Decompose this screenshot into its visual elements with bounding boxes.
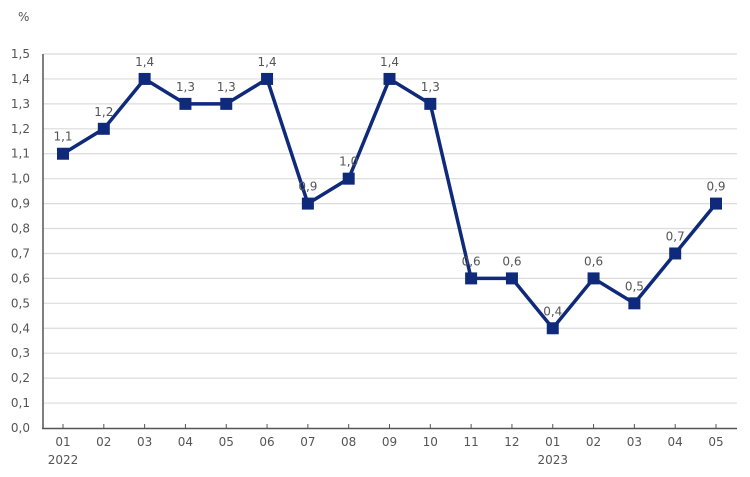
data-label: 1,3 — [176, 80, 195, 94]
y-tick-label: 0,3 — [11, 346, 30, 360]
x-tick-label: 04 — [668, 435, 683, 449]
y-tick-label: 0,8 — [11, 222, 30, 236]
y-tick-label: 0,1 — [11, 396, 30, 410]
data-point-marker — [261, 72, 274, 85]
data-label: 0,5 — [625, 279, 644, 293]
x-tick-label: 10 — [423, 435, 438, 449]
data-point-marker — [505, 272, 518, 285]
y-tick-label: 0,4 — [11, 321, 30, 335]
data-label: 1,3 — [217, 80, 236, 94]
y-tick-label: 1,5 — [11, 47, 30, 61]
data-point-marker — [383, 72, 396, 85]
y-axis-unit-label: % — [18, 10, 29, 24]
data-point-marker — [138, 72, 151, 85]
y-tick-label: 0,0 — [11, 421, 30, 435]
data-point-marker — [97, 122, 110, 135]
data-label: 0,6 — [502, 254, 521, 268]
x-tick-label: 02 — [586, 435, 601, 449]
x-tick-label: 09 — [382, 435, 397, 449]
x-tick-label: 08 — [341, 435, 356, 449]
data-point-marker — [628, 297, 641, 310]
data-label: 0,6 — [584, 254, 603, 268]
data-label: 0,9 — [706, 180, 725, 194]
x-tick-label: 12 — [504, 435, 519, 449]
x-tick-label: 06 — [259, 435, 274, 449]
y-tick-label: 1,3 — [11, 97, 30, 111]
y-tick-label: 0,5 — [11, 296, 30, 310]
data-label: 1,0 — [339, 155, 358, 169]
year-label: 2023 — [537, 453, 568, 467]
y-tick-label: 1,0 — [11, 172, 30, 186]
data-point-marker — [546, 322, 559, 335]
y-tick-label: 1,4 — [11, 72, 30, 86]
data-label: 0,6 — [462, 254, 481, 268]
x-tick-label: 05 — [219, 435, 234, 449]
data-label: 1,4 — [135, 55, 154, 69]
data-label: 1,3 — [421, 80, 440, 94]
y-tick-label: 0,6 — [11, 271, 30, 285]
data-point-marker — [710, 197, 722, 210]
y-tick-label: 0,7 — [11, 246, 30, 260]
data-label: 1,2 — [94, 105, 113, 119]
x-tick-label: 02 — [96, 435, 111, 449]
x-tick-label: 11 — [463, 435, 478, 449]
data-point-marker — [424, 97, 437, 110]
data-point-marker — [587, 272, 600, 285]
year-label: 2022 — [48, 453, 79, 467]
x-tick-label: 04 — [178, 435, 193, 449]
data-point-marker — [669, 247, 682, 260]
data-label: 0,4 — [543, 304, 562, 318]
data-label: 0,7 — [666, 229, 685, 243]
data-label: 0,9 — [298, 180, 317, 194]
x-tick-label: 03 — [627, 435, 642, 449]
data-point-marker — [301, 197, 314, 210]
data-point-marker — [179, 97, 192, 110]
x-tick-label: 07 — [300, 435, 315, 449]
x-tick-label: 05 — [708, 435, 723, 449]
data-point-marker — [465, 272, 478, 285]
y-tick-label: 1,1 — [11, 147, 30, 161]
data-label: 1,1 — [53, 130, 72, 144]
y-tick-label: 0,9 — [11, 197, 30, 211]
data-point-marker — [57, 147, 69, 160]
y-tick-label: 0,2 — [11, 371, 30, 385]
data-point-marker — [220, 97, 233, 110]
data-label: 1,4 — [258, 55, 277, 69]
x-tick-label: 01 — [55, 435, 70, 449]
x-tick-label: 01 — [545, 435, 560, 449]
data-label: 1,4 — [380, 55, 399, 69]
x-tick-label: 03 — [137, 435, 152, 449]
data-point-marker — [342, 172, 355, 185]
y-tick-label: 1,2 — [11, 122, 30, 136]
